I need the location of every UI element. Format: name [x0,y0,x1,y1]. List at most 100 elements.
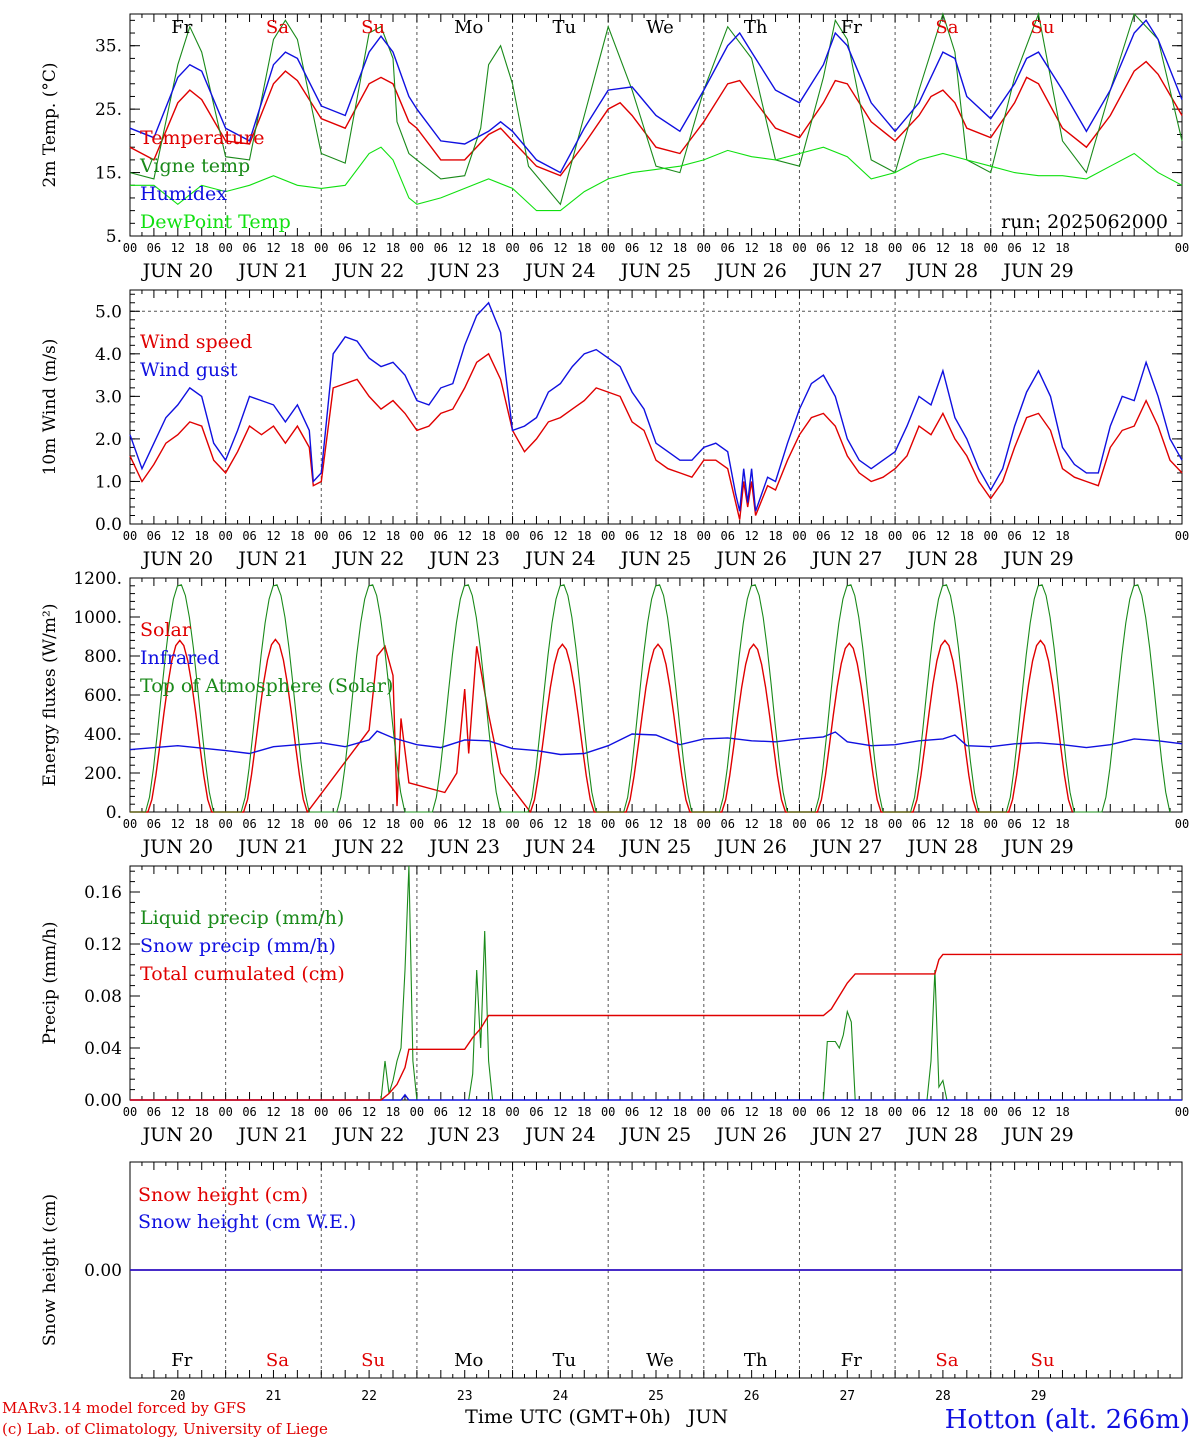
date-label: JUN 28 [906,836,978,858]
date-label: JUN 25 [619,836,691,858]
hour-label: 00 [1175,241,1189,255]
date-label: JUN 23 [427,1124,499,1146]
hour-label: 18 [864,817,878,831]
hour-label: 18 [290,817,304,831]
hour-label: 12 [1031,1105,1045,1119]
legend-entry: Temperature [140,127,264,149]
series-line-infrared [129,730,1183,756]
hour-label: 00 [410,529,424,543]
date-label: JUN 20 [141,836,213,858]
weekday-label-top: Sa [266,17,289,38]
day-number-label: 29 [1031,1389,1047,1404]
hour-label: 18 [864,241,878,255]
hour-label: 12 [649,817,663,831]
hour-label: 00 [792,817,806,831]
panel-5: 0.00 Snow height (cm) Snow height (cm) Snow… [40,1161,1183,1379]
hour-label: 00 [1175,817,1189,831]
hour-label: 00 [888,529,902,543]
hour-label: 00 [314,817,328,831]
panel-2: 0.0 1.0 2.0 3.0 4.0 5.0 10m Wind (m/s) Wind spe… [40,289,1189,570]
y-tick-label: 0.0 [95,515,122,535]
date-label: JUN 23 [427,548,499,570]
date-label: JUN 27 [810,260,882,282]
series-line-liquid-precip-mm-h- [130,865,1182,1101]
series-line-wind-speed [129,352,1183,520]
weekday-label-top: Sa [935,17,958,38]
hour-label: 18 [577,1105,591,1119]
hour-label: 12 [171,529,185,543]
y-tick-label: 1200. [73,569,122,589]
y-tick-label: 0.00 [84,1091,122,1111]
hour-label: 18 [386,241,400,255]
hour-label: 00 [984,241,998,255]
hour-label: 00 [314,529,328,543]
hour-label: 18 [577,241,591,255]
y-tick-label: 0. [106,803,122,823]
panel-4: 0.00 0.04 0.08 0.12 0.16 Precip (mm/h) Liquid … [40,865,1189,1146]
hour-label: 18 [960,529,974,543]
hour-label: 12 [936,529,950,543]
hour-label: 12 [266,529,280,543]
hour-label: 18 [195,529,209,543]
y-tick-label: 2.0 [95,430,122,450]
hour-label: 18 [290,529,304,543]
hour-label: 06 [147,1105,161,1119]
hour-label: 00 [410,817,424,831]
hour-label: 18 [1055,241,1069,255]
panel-1: 5. 15. 25. 35. 2m Temp. (°C) Temperature Vigne… [40,11,1189,282]
weekday-label-bottom: Su [1031,1350,1055,1371]
hour-label: 18 [960,1105,974,1119]
hour-label: 18 [481,529,495,543]
hour-label: 12 [553,1105,567,1119]
hour-label: 00 [792,241,806,255]
hour-label: 06 [1007,241,1021,255]
hour-label: 18 [577,529,591,543]
run-label: run: 2025062000 [1001,211,1168,233]
hour-label: 18 [481,1105,495,1119]
hour-label: 00 [888,1105,902,1119]
hour-label: 12 [458,529,472,543]
date-label: JUN 29 [1001,1124,1073,1146]
hour-label: 00 [697,241,711,255]
hour-label: 00 [505,1105,519,1119]
date-label: JUN 24 [523,260,595,282]
hour-label: 00 [123,1105,137,1119]
hour-label: 18 [386,529,400,543]
hour-label: 12 [936,241,950,255]
date-label: JUN 28 [906,548,978,570]
date-label: JUN 26 [714,836,786,858]
hour-label: 00 [314,1105,328,1119]
date-label: JUN 23 [427,260,499,282]
y-tick-label: 400. [84,725,122,745]
weekday-label-bottom: We [646,1350,674,1371]
hour-label: 06 [816,1105,830,1119]
hour-label: 12 [362,817,376,831]
hour-label: 06 [721,241,735,255]
hour-label: 06 [625,529,639,543]
hour-label: 00 [697,529,711,543]
hour-label: 00 [505,817,519,831]
legend-entry: DewPoint Temp [140,211,291,233]
day-number-label: 25 [648,1389,664,1404]
y-tick-label: 3.0 [95,387,122,407]
weekday-label-bottom: Mo [454,1350,483,1371]
hour-label: 06 [1007,817,1021,831]
date-label: JUN 22 [332,548,404,570]
date-label: JUN 26 [714,548,786,570]
y-axis-title: 2m Temp. (°C) [40,62,60,187]
hour-label: 00 [218,529,232,543]
date-label: JUN 25 [619,548,691,570]
y-tick-label: 0.12 [84,935,122,955]
hour-label: 12 [1031,529,1045,543]
hour-label: 06 [338,529,352,543]
series-line-vigne-temp [129,11,1183,206]
hour-label: 18 [960,241,974,255]
hour-label: 12 [458,241,472,255]
date-label: JUN 25 [619,1124,691,1146]
y-tick-label: 4.0 [95,345,122,365]
y-tick-label: 1000. [73,608,122,628]
hour-label: 12 [649,241,663,255]
hour-label: 00 [314,241,328,255]
hour-label: 00 [505,241,519,255]
weekday-label-bottom: Tu [553,1350,577,1371]
